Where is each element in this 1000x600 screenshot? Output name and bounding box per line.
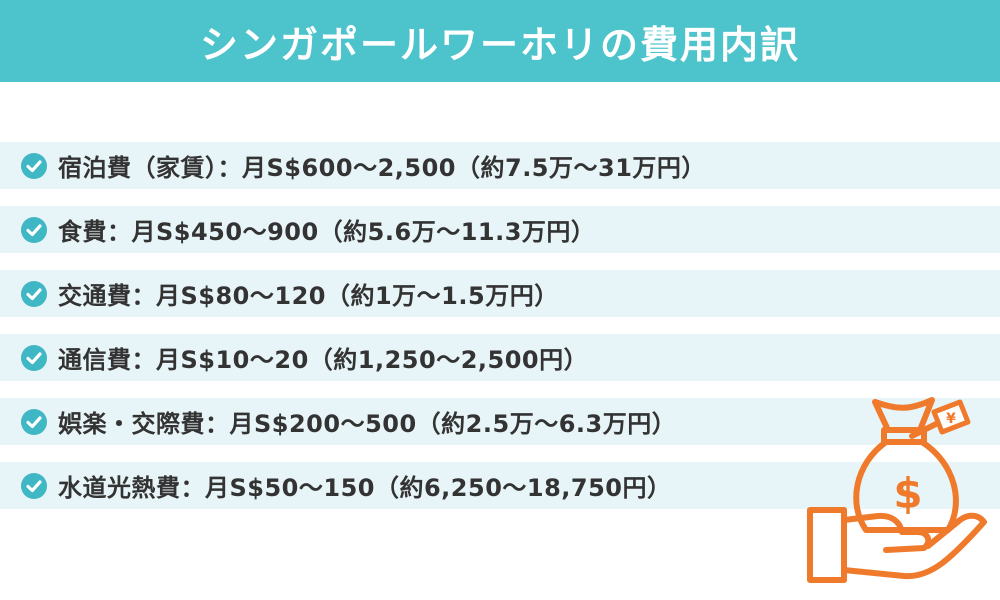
yen-tag-symbol: ¥ bbox=[946, 411, 956, 427]
check-circle-icon bbox=[21, 344, 47, 371]
check-circle-icon bbox=[21, 408, 47, 435]
page-title: シンガポールワーホリの費用内訳 bbox=[199, 22, 800, 67]
list-item: 水道光熱費：月S$50〜150（約6,250〜18,750円） bbox=[0, 462, 1000, 509]
list-item-text: 交通費：月S$80〜120（約1万〜1.5万円） bbox=[58, 282, 559, 310]
check-circle-icon bbox=[21, 216, 47, 243]
list-item-text: 通信費：月S$10〜20（約1,250〜2,500円） bbox=[58, 346, 589, 374]
list-item: 娯楽・交際費：月S$200〜500（約2.5万〜6.3万円） bbox=[0, 398, 1000, 445]
list-item: 通信費：月S$10〜20（約1,250〜2,500円） bbox=[0, 334, 1000, 381]
cost-list: 宿泊費（家賃）：月S$600〜2,500（約7.5万〜31万円） 食費：月S$4… bbox=[0, 142, 1000, 522]
list-item: 宿泊費（家賃）：月S$600〜2,500（約7.5万〜31万円） bbox=[0, 142, 1000, 189]
list-item-text: 娯楽・交際費：月S$200〜500（約2.5万〜6.3万円） bbox=[58, 410, 677, 438]
title-banner: シンガポールワーホリの費用内訳 bbox=[0, 0, 1000, 82]
dollar-symbol: $ bbox=[893, 469, 922, 518]
check-circle-icon bbox=[21, 280, 47, 307]
check-circle-icon bbox=[21, 472, 47, 499]
list-item-text: 宿泊費（家賃）：月S$600〜2,500（約7.5万〜31万円） bbox=[58, 154, 706, 182]
list-item-text: 食費：月S$450〜900（約5.6万〜11.3万円） bbox=[58, 218, 596, 246]
list-item: 交通費：月S$80〜120（約1万〜1.5万円） bbox=[0, 270, 1000, 317]
list-item-text: 水道光熱費：月S$50〜150（約6,250〜18,750円） bbox=[58, 474, 672, 502]
list-item: 食費：月S$450〜900（約5.6万〜11.3万円） bbox=[0, 206, 1000, 253]
check-circle-icon bbox=[21, 152, 47, 179]
money-bag-on-hand-icon: ¥ $ bbox=[807, 397, 987, 583]
